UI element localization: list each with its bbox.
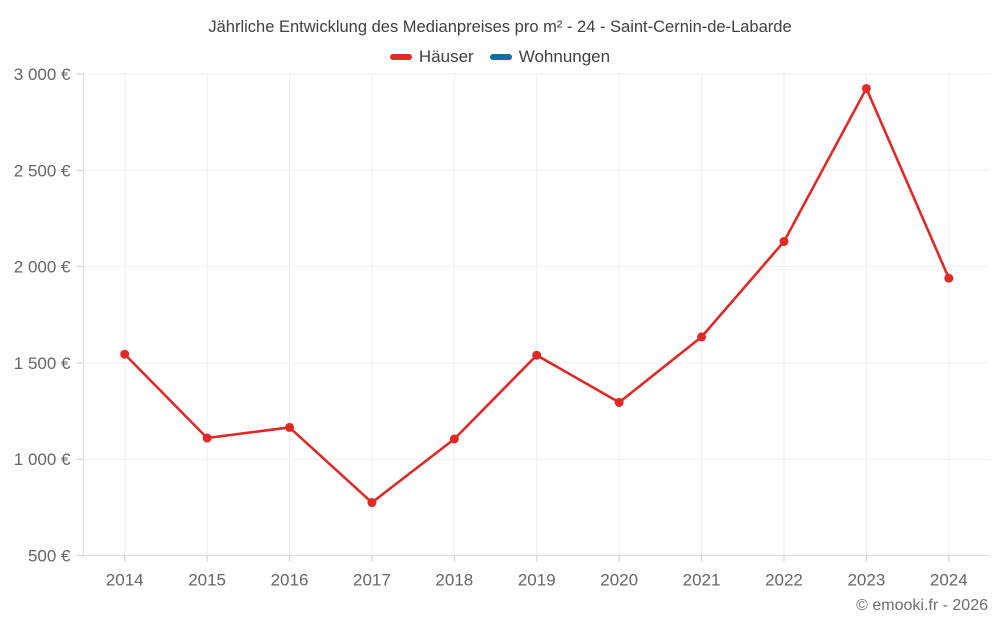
x-axis-tick-label: 2021 [683, 571, 721, 590]
x-axis-tick-label: 2024 [930, 571, 968, 590]
x-axis-tick-label: 2015 [188, 571, 226, 590]
y-axis-tick-label: 1 000 € [14, 450, 71, 469]
y-axis-tick-label: 3 000 € [14, 65, 71, 84]
data-point-2016[interactable] [285, 422, 295, 432]
y-axis-tick-label: 1 500 € [14, 354, 71, 373]
x-axis-tick-label: 2018 [435, 571, 473, 590]
legend-item-wohnungen[interactable]: Wohnungen [489, 47, 611, 67]
data-point-2018[interactable] [449, 434, 459, 444]
copyright-footer: © emooki.fr - 2026 [856, 597, 988, 614]
x-axis-tick-label: 2016 [271, 571, 309, 590]
y-axis-tick-label: 2 000 € [14, 258, 71, 277]
data-point-2023[interactable] [861, 83, 871, 93]
x-axis-tick-label: 2017 [353, 571, 391, 590]
wohnungen-series-swatch [489, 54, 512, 60]
legend-label-haeuser: Häuser [418, 47, 474, 66]
data-point-2015[interactable] [202, 433, 212, 443]
x-axis-tick-label: 2020 [600, 571, 638, 590]
x-axis-tick-label: 2019 [518, 571, 556, 590]
x-axis-tick-label: 2022 [765, 571, 803, 590]
chart-legend: Häuser Wohnungen [0, 47, 1000, 67]
data-point-2020[interactable] [614, 397, 624, 407]
y-axis-tick-label: 500 € [28, 547, 71, 566]
data-point-2021[interactable] [697, 332, 707, 342]
data-point-2019[interactable] [532, 350, 542, 360]
x-axis-tick-label: 2023 [847, 571, 885, 590]
data-point-2024[interactable] [944, 273, 954, 283]
y-axis-tick-label: 2 500 € [14, 161, 71, 180]
x-axis-tick-label: 2014 [106, 571, 144, 590]
haeuser-series-swatch [389, 54, 412, 60]
data-point-2017[interactable] [367, 498, 377, 508]
data-point-2014[interactable] [120, 349, 130, 359]
chart-title: Jährliche Entwicklung des Medianpreises … [208, 18, 792, 36]
legend-label-wohnungen: Wohnungen [518, 47, 611, 66]
legend-item-haeuser[interactable]: Häuser [389, 47, 474, 67]
data-point-2022[interactable] [779, 237, 789, 247]
